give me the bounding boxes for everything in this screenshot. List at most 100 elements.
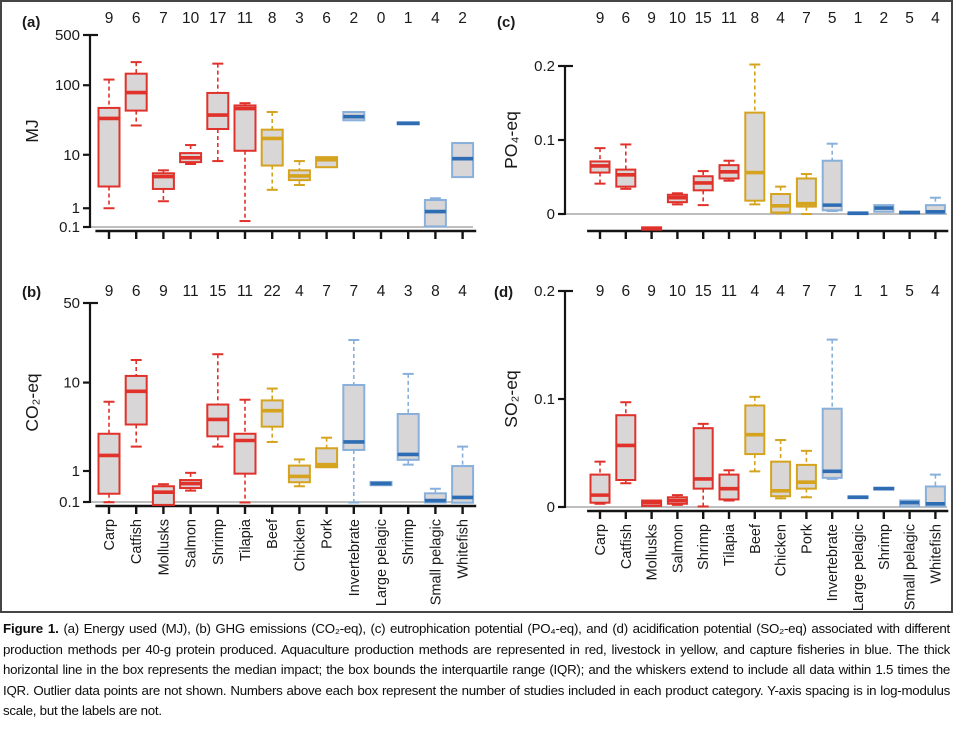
box-mollusks <box>641 226 663 231</box>
y-tick-label: 10 <box>63 375 80 392</box>
caption-label: Figure 1. <box>3 621 59 636</box>
category-label: Chicken <box>292 519 308 571</box>
box-small-pelagic <box>423 197 447 228</box>
panel-d-acidification-boxplot: 0.2 0.1 0 Carp Catfish Mollusks Salmon Shrimp Ti… <box>477 270 951 611</box>
study-count: 6 <box>132 10 141 27</box>
study-count: 6 <box>621 10 630 27</box>
study-count: 1 <box>854 283 863 300</box>
iqr-box <box>315 447 339 469</box>
iqr-box <box>615 168 637 188</box>
iqr-box <box>744 404 766 456</box>
box-pork <box>795 449 817 499</box>
panel-letter-label: (d) <box>494 284 513 301</box>
box-shrimp <box>396 372 420 466</box>
box-shrimp <box>206 353 230 448</box>
category-label: Shrimp <box>211 519 227 565</box>
y-tick-label: 500 <box>55 27 80 44</box>
study-count: 9 <box>647 10 656 27</box>
box-pork <box>795 173 817 215</box>
study-count: 9 <box>105 10 114 27</box>
study-count: 1 <box>879 283 888 300</box>
panel-letter-label: (a) <box>22 14 40 31</box>
study-count: 5 <box>828 10 837 27</box>
study-count: 9 <box>596 283 605 300</box>
box-salmon <box>666 192 688 206</box>
iqr-box <box>151 485 175 506</box>
study-count: 4 <box>750 283 759 300</box>
iqr-box <box>97 432 121 495</box>
iqr-box <box>396 413 420 461</box>
study-count: 4 <box>458 283 467 300</box>
y-tick-label: 10 <box>63 147 80 164</box>
iqr-box <box>589 473 611 504</box>
category-label: Mollusks <box>645 524 661 580</box>
box-salmon <box>179 471 203 492</box>
study-count: 7 <box>159 10 168 27</box>
category-label: Small pelagic <box>903 524 919 610</box>
box-tilapia <box>233 102 257 223</box>
box-carp <box>589 460 611 505</box>
category-label: Catfish <box>129 519 145 564</box>
y-tick-label: 0.1 <box>59 494 80 511</box>
category-label: Catfish <box>619 524 635 569</box>
iqr-box <box>692 427 714 490</box>
iqr-box <box>315 156 339 169</box>
box-tilapia <box>718 469 740 502</box>
y-tick-label: 50 <box>63 295 80 312</box>
box-whitefish <box>924 196 946 215</box>
box-beef <box>744 395 766 473</box>
study-count: 8 <box>431 283 440 300</box>
box-catfish <box>124 61 148 127</box>
study-count: 7 <box>802 283 811 300</box>
iqr-box <box>423 492 447 504</box>
category-label: Shrimp <box>401 519 417 565</box>
box-pork <box>315 156 339 169</box>
panel-letter-label: (c) <box>497 14 515 31</box>
box-whitefish <box>451 445 475 504</box>
y-tick-label: 1 <box>72 463 80 480</box>
study-count: 5 <box>905 283 914 300</box>
iqr-box <box>770 460 792 498</box>
study-count: 6 <box>322 10 331 27</box>
iqr-box <box>821 159 843 212</box>
category-label: Large pelagic <box>851 524 867 611</box>
iqr-box <box>97 106 121 188</box>
study-count: 7 <box>349 283 358 300</box>
iqr-box <box>342 383 366 451</box>
study-count: 0 <box>377 10 386 27</box>
study-count: 4 <box>431 10 440 27</box>
y-axis-title: MJ <box>22 119 42 142</box>
study-count: 4 <box>776 10 785 27</box>
box-carp <box>589 147 611 185</box>
category-label: Tilapia <box>722 523 738 566</box>
category-label: Small pelagic <box>428 519 444 605</box>
y-tick-label: 0.1 <box>534 132 555 149</box>
box-whitefish <box>924 473 946 507</box>
box-catfish <box>615 401 637 485</box>
y-tick-label: 0 <box>547 499 555 516</box>
category-label: Beef <box>748 523 764 554</box>
iqr-box <box>233 432 257 475</box>
iqr-box <box>124 374 148 426</box>
iqr-box <box>287 464 311 484</box>
box-mollusks <box>641 499 663 507</box>
iqr-box <box>206 91 230 131</box>
study-count: 22 <box>264 283 281 300</box>
study-count: 9 <box>647 283 656 300</box>
box-beef <box>260 387 284 443</box>
category-label: Shrimp <box>877 524 893 570</box>
category-label: Invertebrate <box>825 524 841 601</box>
iqr-box <box>260 399 284 428</box>
study-count: 10 <box>182 10 200 27</box>
category-label: Carp <box>102 519 118 550</box>
box-carp <box>97 400 121 504</box>
y-tick-label: 0 <box>547 206 555 223</box>
box-invertebrate <box>342 111 366 122</box>
category-label: Pork <box>320 518 336 549</box>
study-count: 9 <box>105 283 114 300</box>
study-count: 4 <box>931 283 940 300</box>
y-axis-title: SO₂-eq <box>501 370 521 427</box>
study-count: 8 <box>750 10 759 27</box>
box-chicken <box>770 439 792 500</box>
study-count: 10 <box>669 283 687 300</box>
